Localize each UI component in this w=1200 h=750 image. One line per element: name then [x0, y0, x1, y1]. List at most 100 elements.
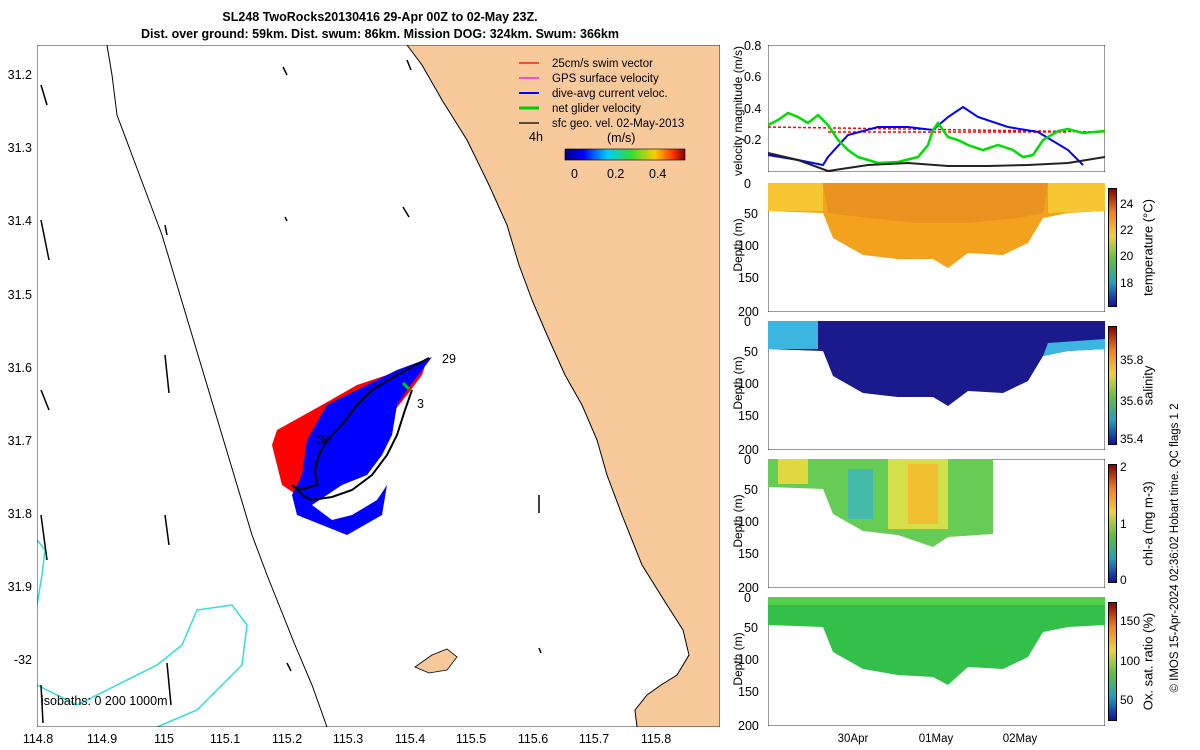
sal-cbar-label: salinity — [1140, 365, 1156, 406]
depth-tick: 50 — [744, 345, 758, 359]
glider-track — [291, 357, 430, 502]
temp-cbar-tick: 22 — [1120, 223, 1134, 237]
map-ytick: -32 — [13, 653, 32, 667]
vel-ytick: 0.8 — [744, 39, 762, 53]
ox-cbar-label: Ox. sat. ratio (%) — [1140, 612, 1156, 711]
track-label-3: 3 — [417, 397, 424, 411]
map-ytick: 31.5 — [7, 288, 32, 302]
track-label-29: 29 — [442, 352, 456, 366]
depth-tick: 50 — [744, 207, 758, 221]
legend-gps: GPS surface velocity — [552, 73, 659, 85]
depth-tick: 200 — [738, 581, 759, 595]
oxygen-field — [768, 597, 1105, 685]
map-panel[interactable]: 29 3 30 1 isobaths: 0 200 1000m 25cm/s s… — [37, 45, 720, 727]
depth-tick: 200 — [738, 305, 759, 319]
temp-cbar-label: temperature (°C) — [1140, 199, 1156, 296]
depth-tick: 0 — [744, 453, 751, 467]
map-colorbar — [564, 148, 686, 161]
time-tick: 30Apr — [837, 733, 869, 745]
salinity-colorbar — [1108, 326, 1117, 445]
map-ytick: 31.9 — [7, 580, 32, 594]
map-cbar-tick-0: 0 — [571, 167, 578, 181]
map-cbar-tick-2: 0.4 — [649, 167, 666, 181]
legend-net: net glider velocity — [552, 103, 641, 115]
map-ytick: 31.3 — [7, 141, 32, 155]
map-xtick: 115.4 — [394, 732, 426, 746]
sal-cbar-tick: 35.6 — [1120, 394, 1144, 408]
depth-tick: 100 — [738, 515, 759, 529]
vel-ytick: 0.6 — [744, 70, 762, 84]
map-xtick: 115.7 — [578, 732, 610, 746]
map-xtick: 115.5 — [455, 732, 487, 746]
depth-tick: 150 — [738, 547, 759, 561]
depth-tick: 150 — [738, 271, 759, 285]
ox-cbar-tick: 100 — [1120, 654, 1141, 668]
map-xtick: 115.1 — [209, 732, 241, 746]
vel-ytick: 0.4 — [744, 102, 762, 116]
chla-cbar-tick: 1 — [1120, 517, 1127, 531]
salinity-panel — [767, 320, 1106, 451]
oxygen-depth-label: Depth (m) — [731, 632, 745, 686]
depth-tick: 150 — [738, 685, 759, 699]
salinity-field — [768, 321, 1105, 406]
map-xtick: 115.8 — [640, 732, 672, 746]
colorbar-unit: (m/s) — [607, 131, 635, 145]
map-ytick: 31.4 — [7, 214, 32, 228]
map-title-line1: SL248 TwoRocks20130416 29-Apr 00Z to 02-… — [222, 10, 538, 24]
map-ytick: 31.6 — [7, 361, 32, 375]
land-area — [407, 45, 720, 727]
velocity-black-line — [767, 152, 1106, 173]
temp-cbar-tick: 20 — [1120, 249, 1134, 263]
map-legend: 25cm/s swim vector GPS surface velocity … — [519, 58, 684, 145]
chla-depth-label: Depth (m) — [731, 494, 745, 548]
map-cbar-tick-1: 0.2 — [607, 167, 624, 181]
map-ytick: 31.8 — [7, 507, 32, 521]
temperature-colorbar — [1108, 188, 1117, 307]
time-tick: 01May — [918, 733, 954, 745]
time-tick: 02May — [1002, 733, 1038, 745]
map-xtick: 115.2 — [271, 732, 303, 746]
chla-cbar-label: chl-a (mg m-3) — [1140, 481, 1156, 566]
depth-tick: 100 — [738, 653, 759, 667]
legend-swim: 25cm/s swim vector — [552, 58, 653, 70]
isobath-cyan — [37, 539, 248, 727]
depth-tick: 0 — [744, 315, 751, 329]
depth-tick: 200 — [738, 443, 759, 457]
chla-colorbar — [1108, 464, 1117, 583]
depth-tick: 150 — [738, 409, 759, 423]
temperature-panel — [767, 182, 1106, 313]
depth-tick: 0 — [744, 591, 751, 605]
chla-cbar-tick: 0 — [1120, 573, 1127, 587]
map-ytick: 31.7 — [7, 434, 32, 448]
velocity-green-line — [767, 111, 1106, 165]
chla-cbar-tick: 2 — [1120, 460, 1127, 474]
vel-ytick: 0.2 — [744, 133, 762, 147]
legend-tag: 4h — [529, 130, 543, 144]
contour-black — [106, 45, 328, 727]
temperature-depth-label: Depth (m) — [731, 218, 745, 272]
depth-tick: 100 — [738, 239, 759, 253]
sal-cbar-tick: 35.4 — [1120, 432, 1144, 446]
track-label-1: 1 — [312, 459, 318, 471]
map-xtick: 115.6 — [517, 732, 549, 746]
net-velocity — [401, 381, 411, 391]
velocity-red-line — [767, 126, 1106, 133]
oxygen-colorbar — [1108, 602, 1117, 721]
legend-current: dive-avg current veloc. — [552, 88, 668, 100]
chla-panel — [767, 458, 1106, 589]
current-fill — [292, 357, 432, 535]
map-ytick: 31.2 — [7, 68, 32, 82]
depth-tick: 200 — [738, 719, 759, 733]
legend-geo: sfc geo. vel. 02-May-2013 — [552, 118, 684, 130]
map-xtick: 115.3 — [332, 732, 364, 746]
track-label-30: 30 — [317, 433, 331, 447]
isobaths-caption: isobaths: 0 200 1000m — [41, 694, 167, 708]
depth-tick: 50 — [744, 483, 758, 497]
velocity-ylabel: velocity magnitude (m/s) — [731, 45, 745, 177]
map-xtick: 115 — [154, 732, 174, 746]
salinity-depth-label: Depth (m) — [731, 356, 745, 410]
map-xtick: 114.9 — [86, 732, 118, 746]
oxygen-panel — [767, 596, 1106, 727]
coastline — [406, 45, 690, 727]
ox-cbar-tick: 50 — [1120, 693, 1134, 707]
